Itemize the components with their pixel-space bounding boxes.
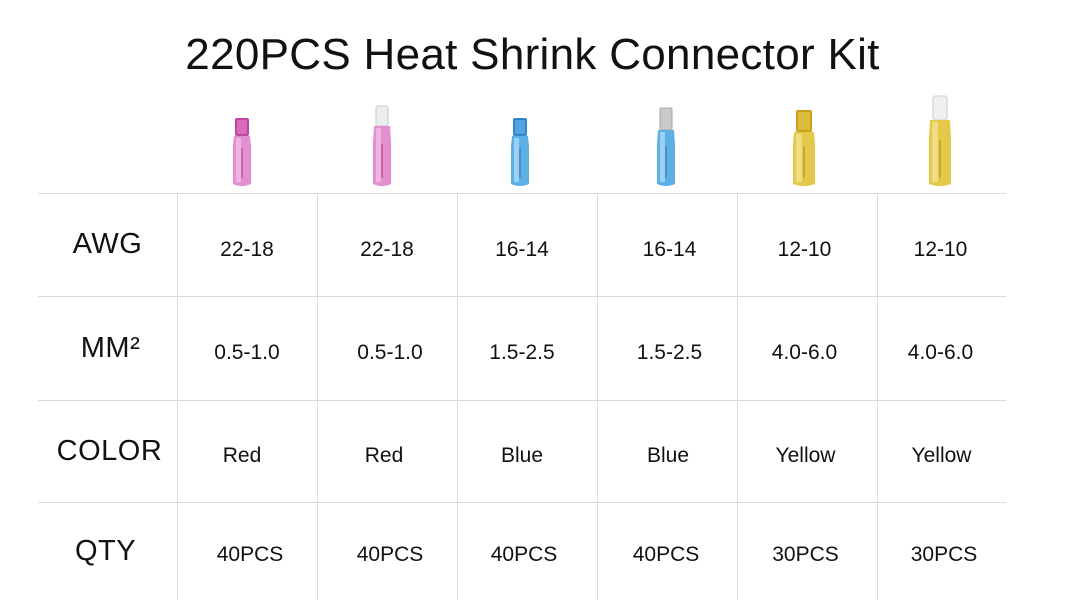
table-cell: Red [364, 443, 404, 467]
female-spade-connector-icon [222, 90, 262, 190]
table-cell: 30PCS [910, 542, 978, 566]
row-label-color: COLOR [56, 435, 163, 467]
table-cell: Yellow [911, 443, 972, 467]
row-label-qty: QTY [74, 535, 137, 567]
table-cell: Blue [646, 443, 690, 467]
table-divider [38, 400, 1006, 401]
table-cell: Blue [500, 443, 544, 467]
table-divider [38, 296, 1006, 297]
table-divider [597, 193, 598, 600]
table-cell: 12-10 [913, 237, 968, 261]
table-cell: 16-14 [495, 237, 549, 261]
female-spade-connector-icon [500, 90, 540, 190]
female-spade-connector-icon [784, 90, 824, 190]
table-divider [177, 193, 178, 600]
row-label-awg: AWG [72, 228, 143, 260]
table-cell: 40PCS [632, 542, 700, 566]
table-cell: 4.0-6.0 [907, 340, 974, 364]
table-divider [877, 193, 878, 600]
table-cell: 1.5-2.5 [489, 340, 555, 364]
table-divider [317, 193, 318, 600]
page-title: 220PCS Heat Shrink Connector Kit [185, 30, 880, 79]
table-cell: 30PCS [772, 542, 839, 566]
table-cell: 1.5-2.5 [636, 340, 703, 364]
table-cell: Yellow [775, 443, 836, 467]
table-cell: 16-14 [642, 237, 697, 261]
table-cell: 22-18 [220, 237, 274, 261]
male-spade-connector-icon [920, 90, 960, 190]
table-cell: 40PCS [490, 542, 558, 566]
table-divider [38, 193, 1006, 194]
table-cell: 40PCS [356, 542, 424, 566]
male-spade-connector-icon [646, 90, 686, 190]
table-cell: 4.0-6.0 [771, 340, 838, 364]
male-spade-connector-icon [362, 90, 402, 190]
table-cell: 22-18 [360, 237, 414, 261]
connector-images-row [0, 90, 1065, 190]
row-label-mm2: MM² [80, 332, 141, 364]
table-divider [737, 193, 738, 600]
table-cell: 12-10 [777, 237, 832, 261]
table-cell: 0.5-1.0 [214, 340, 280, 364]
spec-table: AWG 22-18 22-18 16-14 16-14 12-10 12-10 … [38, 193, 1006, 600]
table-cell: 40PCS [216, 542, 284, 566]
table-cell: Red [222, 443, 262, 467]
table-divider [457, 193, 458, 600]
table-divider [38, 502, 1006, 503]
table-cell: 0.5-1.0 [357, 340, 423, 364]
